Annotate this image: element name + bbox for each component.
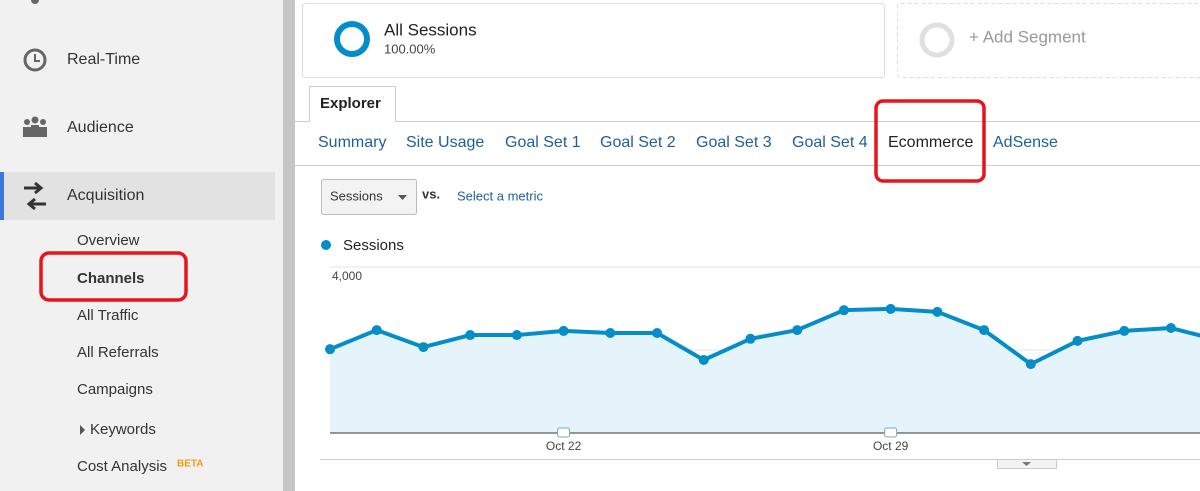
nav-item[interactable]: Real-Time <box>67 51 140 68</box>
point <box>698 354 709 365</box>
explorer-label[interactable]: Explorer <box>320 95 381 112</box>
point <box>792 325 803 336</box>
tab-link[interactable]: Goal Set 3 <box>696 134 772 151</box>
select-arrow <box>398 195 407 200</box>
tab-link[interactable]: AdSense <box>993 134 1058 151</box>
legend-dot <box>321 240 331 250</box>
nav-item[interactable]: Audience <box>67 119 134 136</box>
sub-item[interactable]: All Referrals <box>77 344 159 361</box>
point <box>558 325 569 336</box>
active-bar <box>0 172 4 220</box>
tab-link[interactable]: Site Usage <box>406 134 484 151</box>
point <box>325 344 335 355</box>
collapse-arrow <box>1022 462 1031 466</box>
line <box>329 306 1200 367</box>
highlight-box <box>39 251 188 302</box>
clock-hand <box>34 54 40 62</box>
sub-item[interactable]: Channels <box>77 270 145 287</box>
y-tick-label: 4,000 <box>332 269 362 283</box>
point <box>418 342 429 353</box>
metric-select-label[interactable]: Sessions <box>330 188 383 203</box>
sub-item[interactable]: Campaigns <box>77 381 153 398</box>
point <box>885 303 896 314</box>
annotation-icon <box>884 427 898 438</box>
expand-arrow[interactable] <box>80 425 85 435</box>
point <box>745 333 756 344</box>
segment-card[interactable] <box>302 3 885 78</box>
beta-badge: BETA <box>177 459 203 470</box>
metric-select[interactable] <box>321 179 417 215</box>
nav-item[interactable]: Acquisition <box>67 187 144 204</box>
segment-name: All Sessions <box>384 20 477 39</box>
add-segment[interactable] <box>897 3 1200 78</box>
segment-percent: 100.00% <box>384 41 436 56</box>
scrollbar[interactable] <box>283 0 295 491</box>
cut-icon <box>31 0 39 4</box>
explorer-tab[interactable] <box>309 86 396 122</box>
segment-ring <box>334 21 370 57</box>
tab-link[interactable]: Ecommerce <box>888 134 973 151</box>
point <box>605 327 616 338</box>
acquisition-icon <box>24 181 46 211</box>
x-tick-label: Oct 29 <box>873 439 909 453</box>
realtime-icon <box>23 48 47 72</box>
area <box>330 308 1200 433</box>
point <box>465 330 476 341</box>
active-row <box>0 172 275 220</box>
tab-link[interactable]: Goal Set 4 <box>792 134 868 151</box>
sub-item[interactable]: All Traffic <box>77 307 139 324</box>
sidebar <box>0 0 283 491</box>
select-metric-link[interactable]: Select a metric <box>457 188 543 203</box>
point <box>371 325 382 336</box>
tab-link[interactable]: Goal Set 1 <box>505 134 581 151</box>
tab-link[interactable]: Goal Set 2 <box>600 134 676 151</box>
point <box>838 305 849 316</box>
add-segment-label[interactable]: + Add Segment <box>969 27 1086 46</box>
sub-item[interactable]: Cost Analysis <box>77 458 167 475</box>
point <box>932 306 943 317</box>
vs-label: vs. <box>422 186 440 201</box>
point <box>511 330 522 341</box>
point <box>979 325 990 336</box>
point <box>1119 325 1130 336</box>
audience-icon <box>23 116 47 137</box>
point <box>652 327 663 338</box>
point <box>1025 359 1036 370</box>
legend-label: Sessions <box>343 237 404 254</box>
point <box>1165 323 1176 334</box>
tab-link[interactable]: Summary <box>318 134 386 151</box>
sub-item[interactable]: Overview <box>77 232 140 249</box>
annotation-icon <box>557 427 571 438</box>
highlight-box <box>874 99 986 183</box>
sub-item[interactable]: Keywords <box>90 421 156 438</box>
point <box>1072 335 1083 346</box>
add-ring <box>919 22 955 58</box>
x-tick-label: Oct 22 <box>546 439 582 453</box>
